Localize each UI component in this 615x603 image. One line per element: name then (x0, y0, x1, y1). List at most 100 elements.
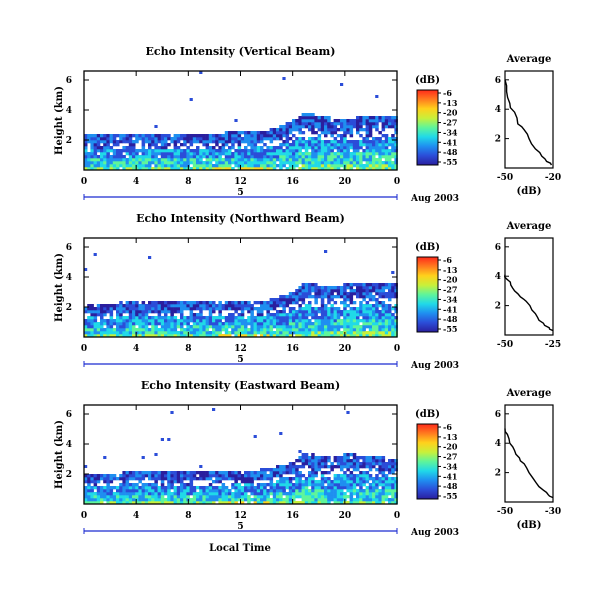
heatmap-cell (109, 480, 114, 484)
heatmap-cell (356, 149, 360, 153)
heatmap-cell (167, 143, 171, 147)
heatmap-cell (231, 140, 235, 144)
average-y-tick-label: 2 (495, 469, 501, 479)
heatmap-cell (292, 486, 296, 490)
heatmap-cell (292, 331, 296, 335)
heatmap-cell (234, 489, 238, 493)
heatmap-cell (250, 310, 254, 314)
heatmap-cell (298, 289, 302, 293)
heatmap-cell (263, 501, 267, 505)
heatmap-cell (212, 495, 216, 499)
heatmap-cell (96, 477, 101, 481)
heatmap-cell (224, 152, 229, 156)
heatmap-cell (250, 322, 254, 326)
heatmap-cell (192, 313, 197, 317)
heatmap-cell (199, 149, 203, 153)
heatmap-cell (192, 164, 197, 168)
heatmap-cell (144, 486, 149, 490)
heatmap-cell (384, 477, 389, 481)
heatmap-cell (359, 462, 363, 466)
heatmap-cell (96, 322, 101, 326)
heatmap-cell (234, 131, 238, 135)
heatmap-cell (311, 155, 315, 159)
heatmap-cell (304, 486, 309, 490)
heatmap-cell (292, 316, 296, 320)
heatmap-cell (231, 492, 235, 496)
heatmap-cell (372, 501, 376, 505)
heatmap-cell (372, 459, 376, 463)
heatmap-cell (336, 128, 341, 132)
heatmap-cell (372, 122, 376, 126)
heatmap-cell (282, 465, 286, 469)
heatmap-cell (327, 492, 331, 496)
heatmap-cell (218, 471, 222, 475)
heatmap-cell (295, 295, 299, 299)
heatmap-cell (208, 316, 213, 320)
heatmap-cell (260, 334, 264, 338)
heatmap-cell (324, 319, 328, 323)
heatmap-cell (333, 131, 338, 135)
heatmap-cell (109, 164, 114, 168)
heatmap-cell (250, 498, 254, 502)
heatmap-cell (96, 149, 101, 153)
heatmap-cell (365, 459, 370, 463)
heatmap-cell (199, 328, 203, 332)
heatmap-cell (109, 140, 114, 144)
heatmap-cell (359, 331, 363, 335)
heatmap-cell (362, 322, 366, 326)
heatmap-cell (260, 152, 264, 156)
colorbar-tick-label: -20 (443, 108, 458, 118)
heatmap-cell (349, 152, 354, 156)
heatmap-cell (144, 319, 149, 323)
heatmap-cell (106, 331, 110, 335)
heatmap-cell (148, 167, 152, 171)
heatmap-cell (215, 134, 219, 138)
heatmap-cell (240, 319, 245, 323)
heatmap-cell (250, 131, 254, 135)
heatmap-cell (272, 471, 277, 475)
heatmap-cell (125, 164, 130, 168)
heatmap-cell (189, 301, 194, 305)
heatmap-cell (343, 459, 347, 463)
heatmap-cell (173, 471, 178, 475)
heatmap-cell (160, 164, 165, 168)
heatmap-cell (228, 501, 232, 505)
heatmap-cell (250, 334, 254, 338)
heatmap-cell (301, 143, 306, 147)
heatmap-cell (224, 474, 229, 478)
heatmap-cell (119, 325, 123, 329)
heatmap-cell (84, 498, 88, 502)
heatmap-cell (311, 146, 315, 150)
average-x-tick-label: -20 (545, 173, 561, 183)
heatmap-cell (96, 304, 101, 308)
heatmap-cell (189, 158, 194, 162)
heatmap-cell (87, 322, 91, 326)
heatmap-cell (349, 158, 354, 162)
heatmap-cell (279, 134, 283, 138)
heatmap-cell (196, 307, 200, 311)
heatmap-cell (112, 307, 117, 311)
heatmap-cell (141, 307, 146, 311)
heatmap-cell (336, 158, 341, 162)
heatmap-cell (170, 167, 174, 171)
average-profile-line (503, 274, 554, 332)
heatmap-cell (346, 456, 350, 460)
heatmap-cell (93, 310, 98, 314)
heatmap-cell (224, 140, 229, 144)
heatmap-cell (205, 161, 210, 165)
heatmap-cell (330, 328, 334, 332)
heatmap-cell (292, 498, 296, 502)
heatmap-cell (359, 313, 363, 317)
heatmap-cell (128, 331, 133, 335)
heatmap-cell (237, 331, 242, 335)
heatmap-cell (340, 292, 344, 296)
heatmap-cell (372, 137, 376, 141)
heatmap-cell (151, 319, 155, 323)
heatmap-cell (266, 310, 270, 314)
average-y-tick-label: 6 (495, 76, 501, 86)
heatmap-cell (375, 501, 379, 505)
heatmap-cell (90, 152, 94, 156)
heatmap-cell (292, 301, 296, 305)
heatmap-cell (154, 316, 158, 320)
heatmap-cell (151, 325, 155, 329)
